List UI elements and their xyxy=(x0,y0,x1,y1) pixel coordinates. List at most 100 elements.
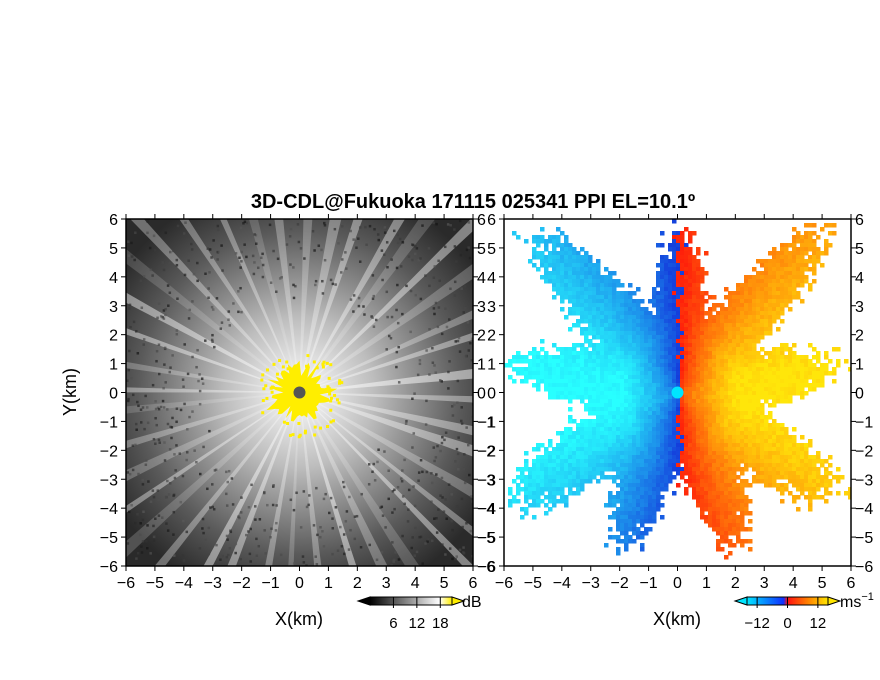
velocity-cell xyxy=(692,351,697,356)
velocity-cell xyxy=(756,387,761,392)
velocity-cell xyxy=(704,415,709,420)
reflectivity-noise xyxy=(211,483,214,486)
velocity-cell xyxy=(664,367,669,372)
velocity-cell xyxy=(600,295,605,300)
velocity-cell xyxy=(672,271,677,276)
velocity-cell xyxy=(624,407,629,412)
velocity-cell xyxy=(656,459,661,464)
velocity-cell xyxy=(724,451,729,456)
velocity-cell xyxy=(572,439,577,444)
velocity-cell xyxy=(628,527,633,532)
velocity-cell xyxy=(792,439,797,444)
velocity-cell xyxy=(648,511,653,516)
velocity-cell xyxy=(820,363,825,368)
velocity-cell xyxy=(624,319,629,324)
velocity-cell xyxy=(632,311,637,316)
velocity-cell xyxy=(624,503,629,508)
velocity-cell xyxy=(724,479,729,484)
velocity-x-tick-label: 6 xyxy=(847,575,856,592)
velocity-cell xyxy=(624,543,629,548)
velocity-cell xyxy=(548,479,553,484)
velocity-cell xyxy=(732,355,737,360)
reflectivity-noise xyxy=(415,550,419,554)
velocity-cell xyxy=(592,367,597,372)
reflectivity-noise xyxy=(170,436,173,440)
velocity-cell xyxy=(776,371,781,376)
velocity-cell xyxy=(520,507,525,512)
velocity-cell xyxy=(648,411,653,416)
velocity-cell xyxy=(704,319,709,324)
velocity-cell xyxy=(764,291,769,296)
velocity-cell xyxy=(776,379,781,384)
velocity-cell xyxy=(752,419,757,424)
velocity-cell xyxy=(664,439,669,444)
velocity-cell xyxy=(748,347,753,352)
velocity-cell xyxy=(636,415,641,420)
reflectivity-noise xyxy=(135,330,138,333)
velocity-cell xyxy=(572,367,577,372)
reflectivity-noise xyxy=(445,325,449,329)
velocity-cell xyxy=(552,283,557,288)
velocity-cell xyxy=(692,323,697,328)
velocity-cell xyxy=(660,363,665,368)
reflectivity-noise xyxy=(164,313,167,317)
velocity-cell xyxy=(680,271,685,276)
velocity-cell xyxy=(652,431,657,436)
velocity-cell xyxy=(624,411,629,416)
velocity-cell xyxy=(784,259,789,264)
velocity-colorbar: −12 0 12 xyxy=(733,596,842,632)
reflectivity-noise xyxy=(296,223,300,226)
velocity-cell xyxy=(624,307,629,312)
velocity-cell xyxy=(568,251,573,256)
velocity-cell xyxy=(712,491,717,496)
velocity-cell xyxy=(620,295,625,300)
velocity-cell xyxy=(528,479,533,484)
velocity-cell xyxy=(748,447,753,452)
velocity-cell xyxy=(544,463,549,468)
velocity-cell xyxy=(724,343,729,348)
velocity-cell xyxy=(704,411,709,416)
velocity-cell xyxy=(532,251,537,256)
reflectivity-noise xyxy=(371,316,374,320)
velocity-cell xyxy=(808,507,813,512)
velocity-cell xyxy=(636,431,641,436)
reflectivity-saturation-speck xyxy=(325,388,329,392)
velocity-cell xyxy=(680,419,685,424)
velocity-cell xyxy=(748,407,753,412)
velocity-cell xyxy=(716,511,721,516)
velocity-cell xyxy=(664,419,669,424)
reflectivity-noise xyxy=(162,317,166,320)
reflectivity-noise xyxy=(387,497,390,501)
velocity-cell xyxy=(772,295,777,300)
velocity-cell xyxy=(620,299,625,304)
velocity-cell xyxy=(532,255,537,260)
velocity-cell xyxy=(812,239,817,244)
velocity-cell xyxy=(692,295,697,300)
reflectivity-noise xyxy=(397,558,401,561)
velocity-cell xyxy=(676,459,681,464)
velocity-cell xyxy=(796,459,801,464)
velocity-cell xyxy=(592,451,597,456)
velocity-cell xyxy=(636,407,641,412)
reflectivity-noise xyxy=(216,258,219,261)
velocity-cell xyxy=(556,371,561,376)
velocity-cell xyxy=(700,439,705,444)
velocity-cell xyxy=(756,271,761,276)
velocity-cell xyxy=(632,511,637,516)
velocity-cell xyxy=(748,435,753,440)
velocity-cell xyxy=(772,391,777,396)
velocity-cell xyxy=(648,407,653,412)
velocity-cell xyxy=(588,407,593,412)
velocity-cell xyxy=(748,483,753,488)
velocity-cell xyxy=(732,487,737,492)
velocity-cell xyxy=(524,483,529,488)
velocity-cell xyxy=(728,499,733,504)
reflectivity-noise xyxy=(216,228,220,232)
velocity-cell xyxy=(720,511,725,516)
velocity-cell xyxy=(536,251,541,256)
velocity-cell xyxy=(804,243,809,248)
velocity-cell xyxy=(568,459,573,464)
velocity-cell xyxy=(584,391,589,396)
velocity-cell xyxy=(552,475,557,480)
velocity-cell xyxy=(748,331,753,336)
